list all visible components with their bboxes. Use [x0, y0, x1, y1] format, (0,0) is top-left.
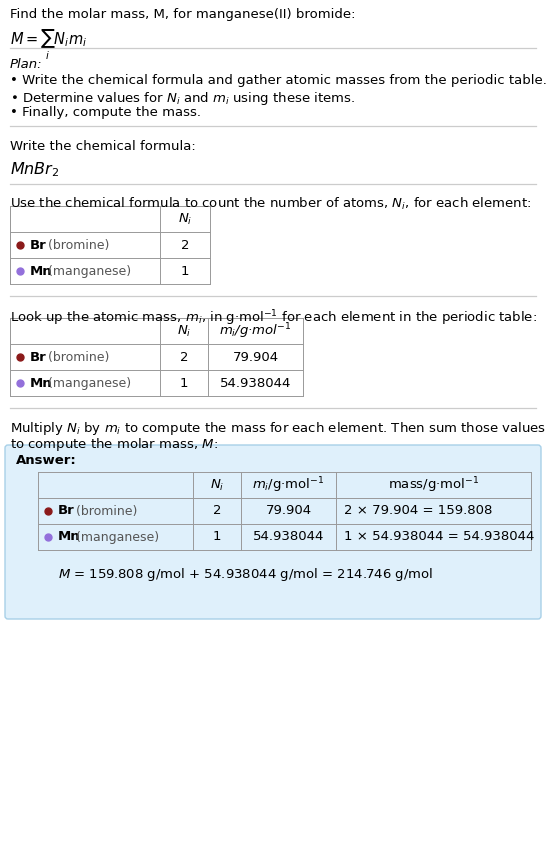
- Text: Multiply $N_i$ by $m_i$ to compute the mass for each element. Then sum those val: Multiply $N_i$ by $m_i$ to compute the m…: [10, 420, 546, 437]
- Text: 1: 1: [213, 531, 221, 544]
- Text: $\mathit{M}$ = 159.808 g/mol + 54.938044 g/mol = 214.746 g/mol: $\mathit{M}$ = 159.808 g/mol + 54.938044…: [58, 566, 434, 583]
- Text: 54.938044: 54.938044: [220, 377, 291, 389]
- Text: Mn: Mn: [58, 531, 81, 544]
- Text: $N_i$: $N_i$: [178, 211, 192, 227]
- Text: Answer:: Answer:: [16, 454, 77, 467]
- Text: 2: 2: [180, 350, 188, 364]
- Text: 79.904: 79.904: [233, 350, 278, 364]
- Text: 1: 1: [181, 265, 189, 277]
- Text: Mn: Mn: [30, 377, 52, 389]
- Text: 2 × 79.904 = 159.808: 2 × 79.904 = 159.808: [344, 504, 492, 518]
- Text: Plan:: Plan:: [10, 58, 43, 71]
- Text: Find the molar mass, M, for manganese(II) bromide:: Find the molar mass, M, for manganese(II…: [10, 8, 355, 21]
- Text: $\mathit{MnBr_2}$: $\mathit{MnBr_2}$: [10, 160, 60, 179]
- Text: $m_i$/g·mol$^{-1}$: $m_i$/g·mol$^{-1}$: [252, 475, 325, 495]
- Text: (bromine): (bromine): [44, 350, 110, 364]
- Text: 79.904: 79.904: [265, 504, 312, 518]
- Text: Br: Br: [30, 350, 47, 364]
- Text: 1 × 54.938044 = 54.938044: 1 × 54.938044 = 54.938044: [344, 531, 535, 544]
- Text: Br: Br: [58, 504, 75, 518]
- Text: • Determine values for $N_i$ and $m_i$ using these items.: • Determine values for $N_i$ and $m_i$ u…: [10, 90, 355, 107]
- Text: 1: 1: [180, 377, 188, 389]
- Text: $N_i$: $N_i$: [210, 478, 224, 492]
- Text: • Finally, compute the mass.: • Finally, compute the mass.: [10, 106, 201, 119]
- FancyBboxPatch shape: [5, 445, 541, 619]
- Text: • Write the chemical formula and gather atomic masses from the periodic table.: • Write the chemical formula and gather …: [10, 74, 546, 87]
- Text: (bromine): (bromine): [73, 504, 138, 518]
- Text: 54.938044: 54.938044: [253, 531, 324, 544]
- Text: Write the chemical formula:: Write the chemical formula:: [10, 140, 196, 153]
- Text: Mn: Mn: [30, 265, 52, 277]
- Text: to compute the molar mass, $M$:: to compute the molar mass, $M$:: [10, 436, 218, 453]
- Text: 2: 2: [181, 239, 189, 252]
- Text: $N_i$: $N_i$: [177, 324, 191, 339]
- Text: Look up the atomic mass, $m_i$, in g·mol$^{-1}$ for each element in the periodic: Look up the atomic mass, $m_i$, in g·mol…: [10, 308, 537, 328]
- Text: (manganese): (manganese): [73, 531, 159, 544]
- Text: Use the chemical formula to count the number of atoms, $N_i$, for each element:: Use the chemical formula to count the nu…: [10, 196, 531, 212]
- Text: mass/g·mol$^{-1}$: mass/g·mol$^{-1}$: [388, 475, 479, 495]
- Text: Br: Br: [30, 239, 47, 252]
- Text: $m_i$/g·mol$^{-1}$: $m_i$/g·mol$^{-1}$: [219, 321, 292, 341]
- Text: 2: 2: [213, 504, 221, 518]
- Text: (manganese): (manganese): [44, 377, 132, 389]
- Text: (manganese): (manganese): [44, 265, 132, 277]
- Text: $M = \sum_i N_i m_i$: $M = \sum_i N_i m_i$: [10, 28, 87, 62]
- Text: (bromine): (bromine): [44, 239, 110, 252]
